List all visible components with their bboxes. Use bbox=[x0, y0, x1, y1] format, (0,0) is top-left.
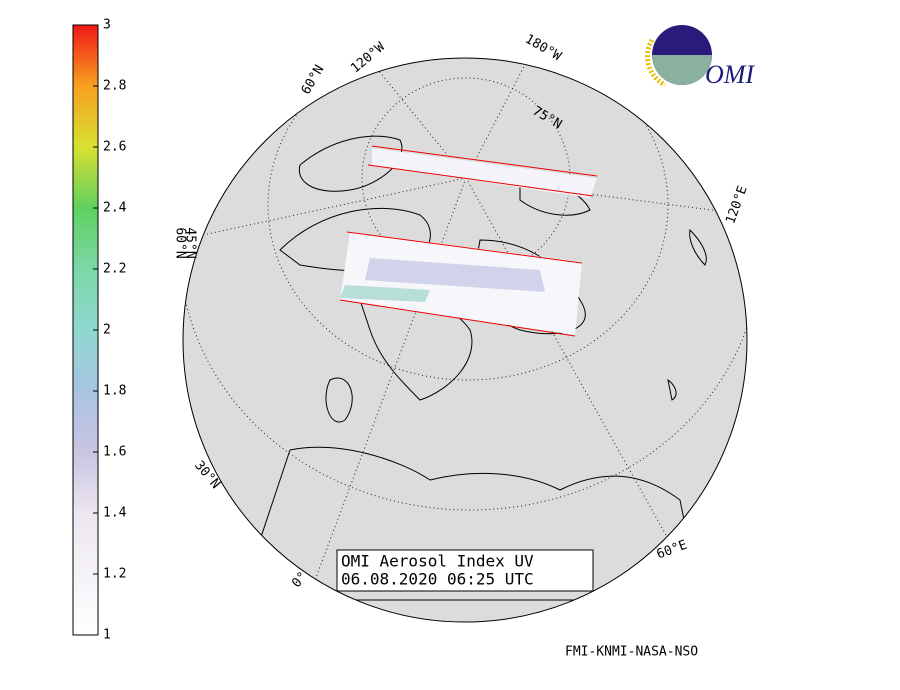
globe bbox=[182, 57, 748, 623]
colorbar-tick-label: 1.6 bbox=[103, 445, 126, 460]
colorbar-tick-label: 2.6 bbox=[103, 140, 126, 155]
logo-text: OMI bbox=[705, 60, 755, 89]
colorbar-tick-label: 1.2 bbox=[103, 567, 126, 582]
credit: FMI-KNMI-NASA-NSO bbox=[565, 645, 698, 660]
graticule-label: 60°N bbox=[173, 227, 188, 258]
colorbar-tick-label: 1.8 bbox=[103, 384, 126, 399]
graticule-label: 120°E bbox=[723, 184, 750, 226]
graticule-label: 45°N bbox=[183, 227, 198, 258]
colorbar-tick-label: 2.4 bbox=[103, 201, 127, 216]
graticule-label: 180°W bbox=[522, 32, 564, 65]
colorbar-tick-label: 1.4 bbox=[103, 506, 127, 521]
title-line-2: 06.08.2020 06:25 UTC bbox=[341, 570, 534, 589]
swaths bbox=[339, 145, 598, 337]
colorbar-tick-label: 2 bbox=[103, 323, 111, 338]
colorbar-tick-label: 3 bbox=[103, 18, 111, 33]
colorbar-tick-label: 1 bbox=[103, 628, 111, 643]
colorbar-tick-label: 2.8 bbox=[103, 79, 126, 94]
graticule-label: 60°N bbox=[299, 63, 328, 98]
title-box bbox=[336, 549, 594, 592]
colorbar-tick-label: 2.2 bbox=[103, 262, 126, 277]
logo: OMI bbox=[644, 25, 755, 89]
colorbar-ticks: 1 1.2 1.4 1.6 1.8 2 2.2 2.4 2.6 2.8 3 bbox=[93, 18, 127, 643]
title-line-1: OMI Aerosol Index UV bbox=[341, 552, 534, 571]
